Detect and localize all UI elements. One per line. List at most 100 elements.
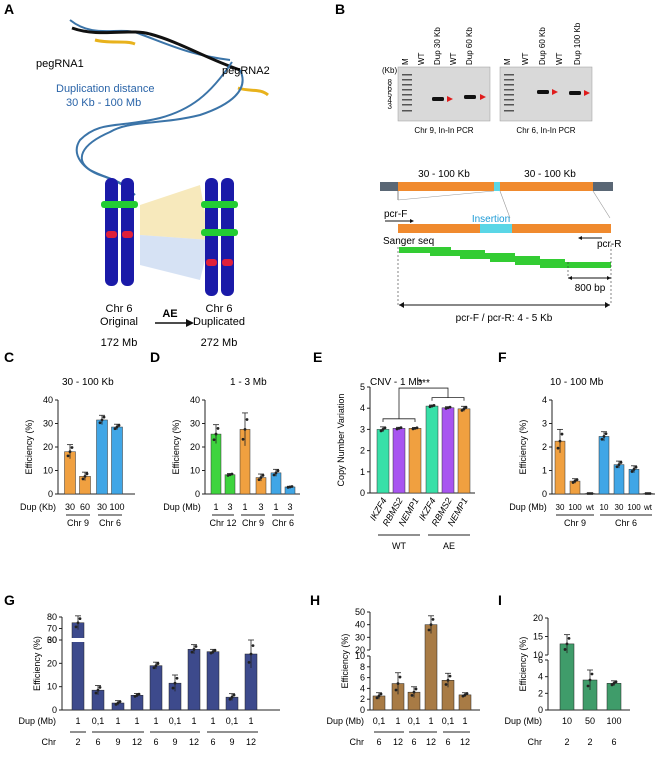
y-axis-label-F: Efficiency (%) (518, 420, 528, 475)
data-point-G (247, 661, 251, 664)
data-point-F (648, 492, 652, 495)
dup-distance-range: 30 Kb - 100 Mb (66, 97, 141, 109)
data-point-D (259, 476, 263, 479)
data-point-D (243, 427, 247, 431)
y-axis-label-E: Copy Number Variation (336, 394, 346, 487)
data-point-H (398, 675, 402, 679)
chromosome-duplicated (201, 178, 238, 296)
pegrna1-strand (94, 38, 136, 46)
y-tick-label-H: 4 (360, 683, 365, 693)
gel2-lane-3: WT (555, 52, 564, 65)
data-point-D (257, 478, 261, 482)
data-point-G (94, 691, 98, 695)
y-tick-label-I: 20 (533, 613, 543, 623)
data-point-E (464, 405, 468, 409)
gel2-lane-2: Dup 60 Kb (538, 27, 547, 65)
data-point-F (630, 470, 634, 473)
data-point-H (465, 692, 469, 695)
x-tick-G: 1 (115, 716, 120, 726)
sig-bracket-main (398, 387, 449, 419)
bar-G (206, 651, 220, 711)
y-tick-label-G: 80 (47, 612, 57, 622)
chr-label-G: Chr (41, 737, 56, 747)
x-axis-label-d: Dup (Mb) (163, 502, 201, 512)
dna-helix-b (75, 61, 233, 196)
data-point-G (154, 664, 158, 668)
y-tick-label-H: 2 (360, 694, 365, 704)
ae-label: AE (162, 308, 177, 320)
chr-tick-G: 2 (75, 737, 80, 747)
y-tick-label-F: 3 (542, 419, 547, 429)
data-point-I (567, 636, 571, 640)
chr-tick-G: 6 (95, 737, 100, 747)
data-point-H (394, 688, 398, 692)
bar-E (408, 428, 422, 494)
gel1-lane-2: Dup 30 Kb (433, 27, 442, 65)
x-tick-G: 0,1 (226, 716, 239, 726)
dup-label-I: Dup (Mb) (504, 716, 542, 726)
chr-tick-G: 9 (229, 737, 234, 747)
panel-letter-c: C (4, 349, 14, 365)
gel1-caption: Chr 9, In-In PCR (414, 126, 473, 135)
panel-letter-f: F (498, 349, 507, 365)
x-tick-f: 100 (568, 503, 582, 512)
x-tick-d: 1 (213, 502, 218, 512)
duplication-schematic: 30 - 100 Kb 30 - 100 Kb Insertion pcr-F … (380, 169, 621, 324)
x-tick-d: 3 (258, 502, 263, 512)
x-tick-H: 0,1 (373, 716, 386, 726)
y-tick-label-G: 0 (52, 705, 57, 715)
data-point-C (102, 415, 106, 419)
data-point-F (604, 432, 608, 436)
sig-bracket-ae (431, 397, 465, 401)
bar-E (457, 408, 471, 494)
data-point-H (427, 628, 431, 632)
data-point-D (230, 472, 234, 476)
y-tick-label-D: 30 (190, 419, 200, 429)
sanger-reads (399, 247, 611, 268)
chr-tick-H: 12 (426, 737, 436, 747)
y-axis-label-I: Efficiency (%) (518, 637, 528, 692)
data-point-G (156, 662, 160, 665)
bar-F (598, 436, 610, 495)
original-size: 172 Mb (101, 337, 138, 349)
sig-bracket-wt (382, 418, 416, 422)
y-tick-label-D: 0 (195, 489, 200, 499)
svg-text:4: 4 (388, 96, 393, 105)
duplicated-chr: Chr 6 (206, 303, 233, 315)
data-point-E (399, 426, 403, 430)
bar-G (130, 695, 144, 711)
y-tick-label-C: 30 (43, 419, 53, 429)
data-point-I (614, 680, 618, 684)
data-point-D (245, 418, 249, 421)
data-point-G (175, 676, 179, 680)
data-point-I (588, 678, 592, 682)
data-point-H (377, 694, 381, 698)
bar-H (458, 694, 472, 711)
x-tick-c: 30 (65, 502, 75, 512)
group-label-e: AE (443, 541, 455, 551)
data-point-E (381, 428, 385, 431)
y-tick-label-H: 8 (360, 662, 365, 672)
pegrna2-label: pegRNA2 (222, 65, 270, 77)
svg-text:5: 5 (388, 90, 393, 99)
data-point-G (249, 652, 253, 656)
y-tick-label-I: 2 (538, 688, 543, 698)
svg-text:6: 6 (388, 84, 393, 93)
data-point-G (74, 625, 78, 629)
data-point-G (232, 693, 236, 697)
data-point-E (383, 426, 387, 430)
x-tick-f: wt (643, 503, 653, 512)
data-point-G (228, 697, 232, 701)
x-tick-H: 1 (428, 716, 433, 726)
pcr-r-label: pcr-R (597, 239, 621, 250)
bar-I (559, 643, 575, 711)
x-tick-G: 0,1 (92, 716, 105, 726)
y-tick-label-H: 20 (355, 645, 365, 655)
bar-E (376, 429, 390, 494)
data-point-H (412, 690, 416, 694)
data-point-C (66, 454, 70, 458)
data-point-F (615, 465, 619, 469)
pcr-size-label: pcr-F / pcr-R: 4 - 5 Kb (456, 313, 553, 324)
